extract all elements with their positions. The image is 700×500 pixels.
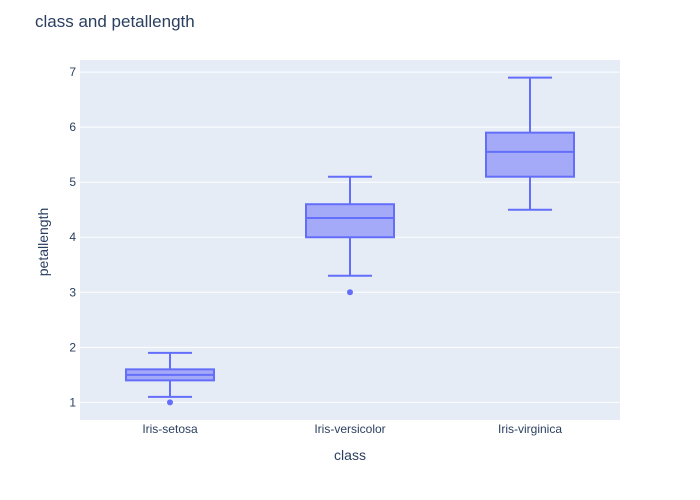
y-tick-label: 5 (69, 175, 76, 189)
box-iqr (305, 203, 395, 239)
boxes-layer (125, 76, 575, 406)
box-iris-virginica (485, 76, 575, 211)
y-axis-ticks: 1 2 3 4 5 6 7 (69, 65, 76, 409)
y-tick-label: 1 (69, 395, 76, 409)
x-axis-ticks: Iris-setosa Iris-versicolor Iris-virginica (142, 422, 562, 436)
box-iqr (485, 131, 575, 178)
x-axis-title: class (334, 447, 366, 463)
x-tick-label: Iris-versicolor (314, 422, 385, 436)
y-tick-label: 6 (69, 120, 76, 134)
box-iris-setosa (125, 351, 215, 406)
chart-title: class and petallength (35, 12, 195, 31)
x-tick-label: Iris-setosa (142, 422, 198, 436)
y-tick-label: 3 (69, 285, 76, 299)
y-tick-label: 2 (69, 340, 76, 354)
y-tick-label: 7 (69, 65, 76, 79)
outlier-point (167, 399, 173, 406)
y-tick-label: 4 (69, 230, 76, 244)
x-tick-label: Iris-virginica (498, 422, 562, 436)
box-iris-versicolor (305, 175, 395, 296)
outlier-point (347, 289, 353, 296)
